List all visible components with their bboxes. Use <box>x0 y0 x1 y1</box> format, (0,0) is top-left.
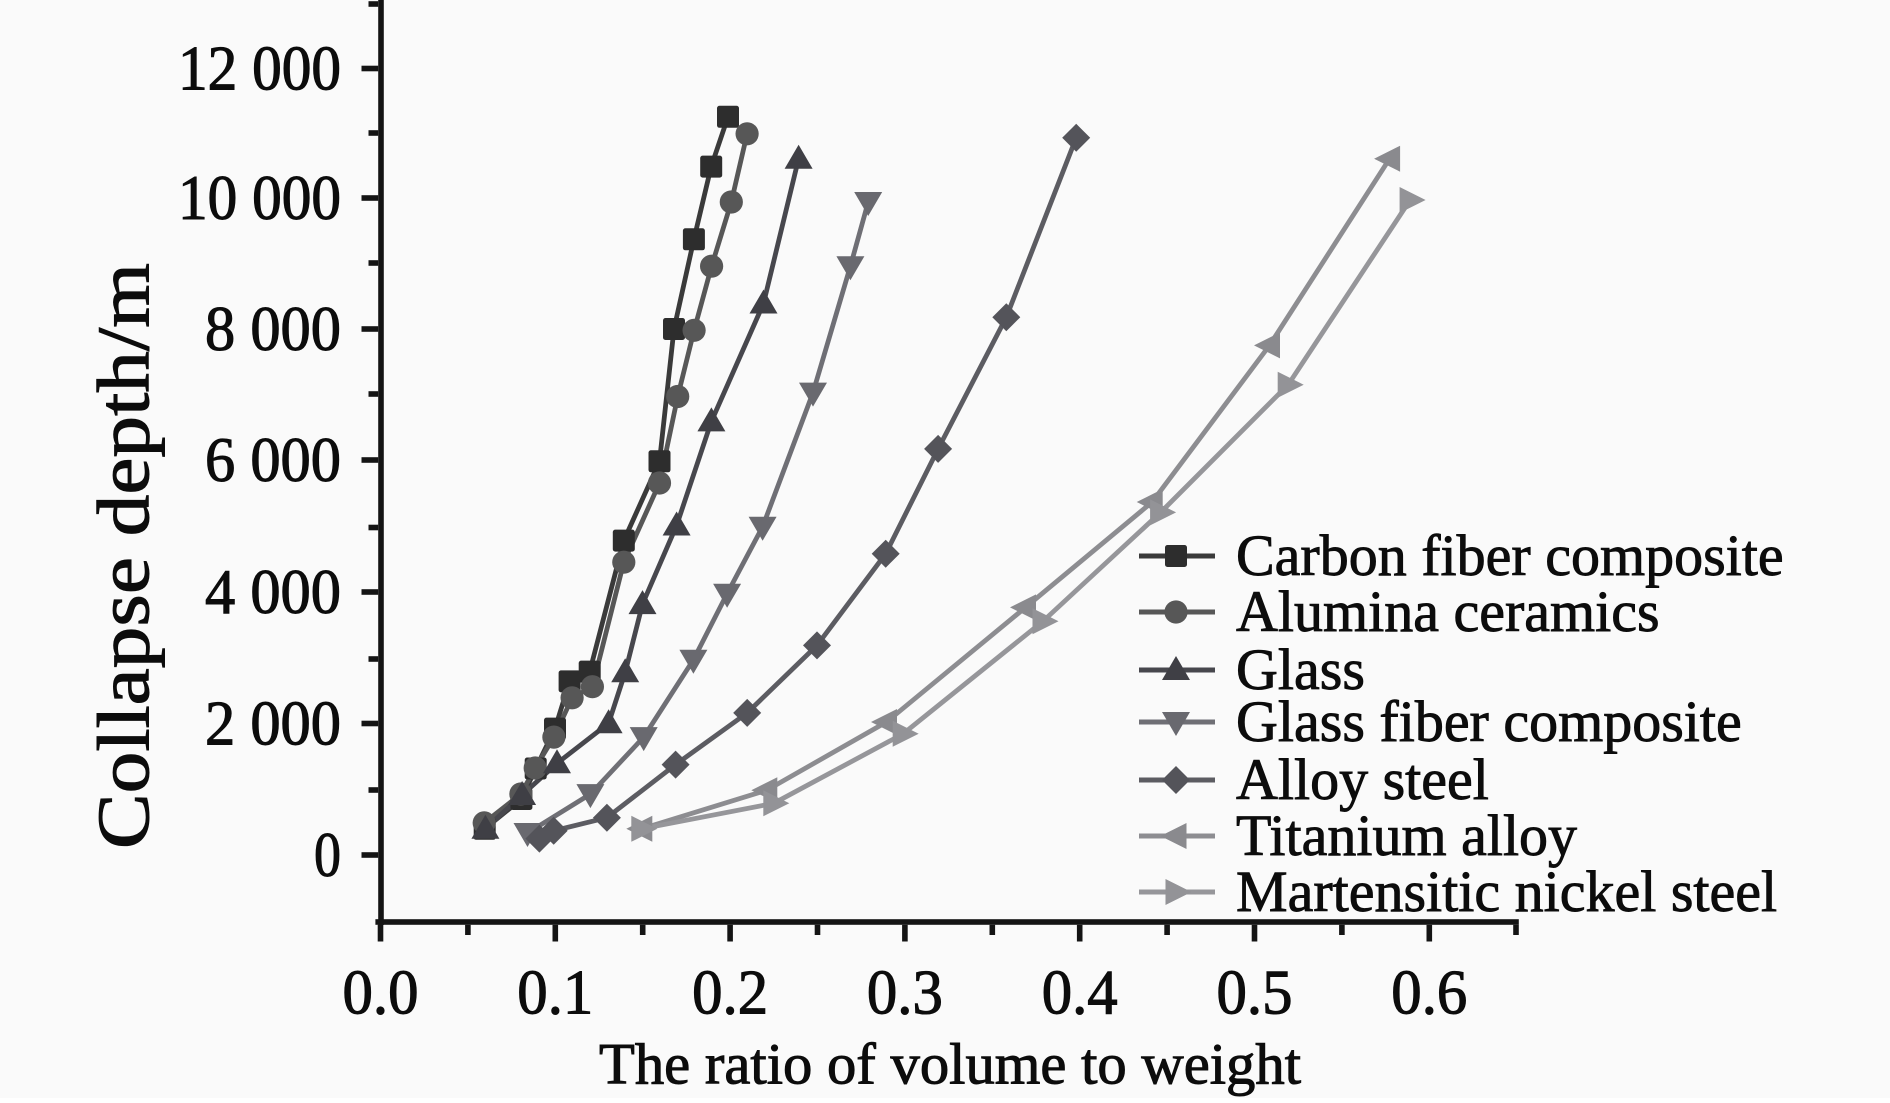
svg-text:Carbon fiber composite: Carbon fiber composite <box>1236 523 1784 588</box>
svg-text:2 000: 2 000 <box>205 689 341 759</box>
svg-text:0.4: 0.4 <box>1042 958 1118 1028</box>
svg-text:0.1: 0.1 <box>517 958 593 1028</box>
svg-text:0.0: 0.0 <box>343 958 419 1028</box>
svg-text:Glass: Glass <box>1236 637 1365 702</box>
svg-text:Glass fiber composite: Glass fiber composite <box>1236 689 1742 754</box>
svg-text:6 000: 6 000 <box>205 425 341 495</box>
svg-text:Alumina ceramics: Alumina ceramics <box>1236 579 1660 644</box>
svg-text:0.3: 0.3 <box>867 958 943 1028</box>
svg-text:12 000: 12 000 <box>178 34 341 104</box>
svg-text:Alloy steel: Alloy steel <box>1236 747 1489 812</box>
svg-text:0.2: 0.2 <box>692 958 768 1028</box>
svg-text:Collapse depth/m: Collapse depth/m <box>84 263 166 849</box>
svg-text:0.6: 0.6 <box>1391 958 1467 1028</box>
svg-text:0: 0 <box>314 820 341 890</box>
svg-text:10 000: 10 000 <box>178 163 341 233</box>
svg-text:Martensitic nickel steel: Martensitic nickel steel <box>1236 859 1777 924</box>
svg-text:0.5: 0.5 <box>1217 958 1293 1028</box>
svg-text:Titanium alloy: Titanium alloy <box>1236 803 1577 868</box>
svg-text:4 000: 4 000 <box>205 557 341 627</box>
svg-text:8 000: 8 000 <box>205 294 341 364</box>
svg-text:The ratio of volume to weight: The ratio of volume to weight <box>599 1032 1301 1097</box>
